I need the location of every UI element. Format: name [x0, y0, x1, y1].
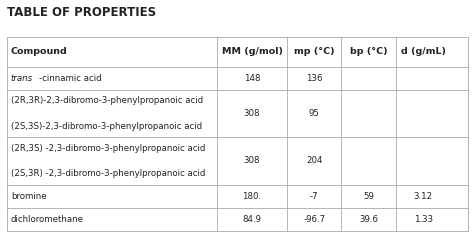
Text: 95: 95 — [309, 109, 319, 118]
Text: 84.9: 84.9 — [243, 215, 262, 224]
Text: 39.6: 39.6 — [359, 215, 378, 224]
Text: 308: 308 — [244, 109, 260, 118]
Text: MM (g/mol): MM (g/mol) — [221, 47, 283, 56]
Text: trans: trans — [11, 74, 33, 83]
Text: -96.7: -96.7 — [303, 215, 325, 224]
Bar — [7, 37, 468, 231]
Text: (2S,3S)-2,3-dibromo-3-phenylpropanoic acid: (2S,3S)-2,3-dibromo-3-phenylpropanoic ac… — [11, 122, 202, 131]
Text: -7: -7 — [310, 192, 319, 201]
Text: Compound: Compound — [11, 47, 68, 56]
Text: 148: 148 — [244, 74, 260, 83]
Text: (2S,3R) -2,3-dibromo-3-phenylpropanoic acid: (2S,3R) -2,3-dibromo-3-phenylpropanoic a… — [11, 169, 205, 178]
Text: 1.33: 1.33 — [413, 215, 433, 224]
Text: 180.: 180. — [242, 192, 262, 201]
Text: (2R,3R)-2,3-dibromo-3-phenylpropanoic acid: (2R,3R)-2,3-dibromo-3-phenylpropanoic ac… — [11, 96, 203, 105]
Text: mp (°C): mp (°C) — [294, 47, 335, 56]
Text: 204: 204 — [306, 156, 322, 165]
Text: bromine: bromine — [11, 192, 46, 201]
Text: bp (°C): bp (°C) — [350, 47, 388, 56]
Text: 3.12: 3.12 — [413, 192, 433, 201]
Text: 59: 59 — [363, 192, 374, 201]
Text: 136: 136 — [306, 74, 322, 83]
Text: d (g/mL): d (g/mL) — [401, 47, 446, 56]
Text: (2R,3S) -2,3-dibromo-3-phenylpropanoic acid: (2R,3S) -2,3-dibromo-3-phenylpropanoic a… — [11, 144, 205, 153]
Text: TABLE OF PROPERTIES: TABLE OF PROPERTIES — [7, 6, 156, 19]
Text: 308: 308 — [244, 156, 260, 165]
Text: dichloromethane: dichloromethane — [11, 215, 84, 224]
Text: -cinnamic acid: -cinnamic acid — [39, 74, 102, 83]
